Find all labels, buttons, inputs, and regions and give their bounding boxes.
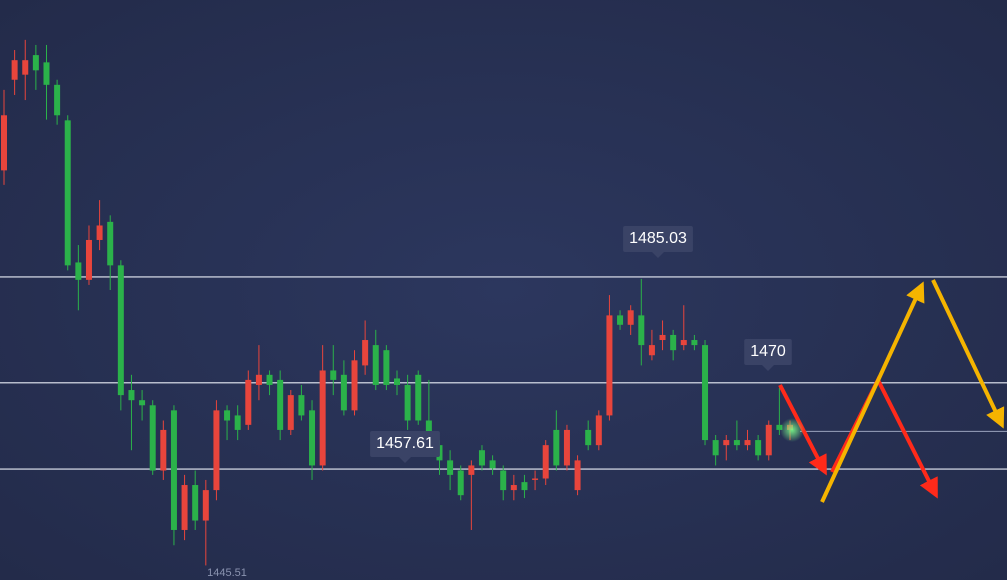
candle-body: [160, 429, 167, 471]
candle-body: [287, 395, 294, 430]
candle-body: [478, 450, 485, 466]
price-label-pointer: [652, 252, 664, 258]
candle-body: [765, 424, 772, 456]
candle-body: [659, 334, 666, 341]
candle-body: [457, 470, 464, 496]
candle-body: [340, 374, 347, 411]
candle-body: [532, 478, 539, 480]
candle-body: [595, 415, 602, 446]
price-label: 1470: [750, 343, 786, 360]
candle-body: [510, 485, 517, 491]
candle-body: [319, 370, 326, 466]
candle-body: [670, 334, 677, 351]
candle-body: [521, 482, 528, 491]
candle-body: [75, 262, 82, 280]
candle-body: [723, 440, 730, 446]
candle-body: [1, 115, 7, 171]
candle-body: [372, 345, 379, 385]
candle-body: [489, 460, 496, 469]
candle-body: [64, 120, 71, 266]
candle-body: [744, 440, 751, 446]
candle-body: [755, 440, 762, 456]
price-label-box: [744, 339, 792, 365]
price-label: 1485.03: [629, 230, 687, 247]
price-label: 1457.61: [376, 435, 434, 452]
candle-body: [627, 310, 634, 325]
candle-body: [585, 429, 592, 446]
candle-body: [192, 485, 199, 521]
candle-body: [702, 345, 709, 441]
candle-body: [648, 345, 655, 356]
candle-body: [606, 315, 613, 416]
candle-body: [202, 490, 209, 521]
candle-body: [691, 340, 698, 346]
candle-body: [149, 405, 156, 471]
price-label-box: [370, 431, 440, 457]
candle-body: [425, 420, 432, 441]
price-label-pointer: [399, 457, 411, 463]
candle-body: [776, 424, 783, 430]
candle-body: [447, 460, 454, 475]
candle-body: [234, 415, 241, 430]
candle-body: [181, 485, 188, 530]
candle-body: [638, 315, 645, 346]
candle-body: [553, 429, 560, 466]
candle-body: [680, 340, 687, 346]
candle-body: [383, 350, 390, 385]
candle-body: [500, 470, 507, 491]
current-price-glow: [780, 418, 804, 442]
yellow-arrow: [931, 279, 1005, 429]
candle-body: [712, 440, 719, 456]
candle-body: [43, 62, 50, 85]
price-label-box: [623, 226, 693, 252]
candle-body: [224, 410, 231, 421]
candle-body: [117, 265, 124, 396]
price-label-pointer: [762, 365, 774, 371]
candle-body: [542, 445, 549, 479]
candle-body: [255, 374, 262, 385]
candle-body: [733, 440, 740, 446]
candle-body: [404, 384, 411, 421]
candle-body: [213, 410, 220, 491]
candle-body: [54, 84, 61, 116]
candle-body: [170, 410, 177, 530]
candle-body: [22, 60, 29, 75]
candle-body: [298, 395, 305, 416]
candle-body: [394, 378, 400, 385]
candles: [1, 39, 793, 566]
annotations: 1485.03 1470 1457.61 1445.51: [207, 226, 792, 579]
candle-body: [574, 460, 581, 491]
candle-body: [128, 390, 135, 401]
yellow-arrow: [820, 281, 925, 503]
candle-body: [107, 221, 114, 266]
candle-body: [139, 400, 146, 406]
candle-body: [32, 55, 39, 71]
forecast-arrows: [778, 279, 1005, 503]
candle-body: [351, 360, 358, 411]
candle-body: [11, 60, 18, 80]
candle-body: [96, 225, 103, 240]
candle-body: [468, 465, 475, 475]
candle-body: [309, 410, 316, 466]
candle-body: [362, 340, 369, 366]
price-label: 1445.51: [207, 567, 247, 579]
candle-body: [277, 379, 284, 430]
candle-body: [245, 379, 252, 425]
candle-body: [563, 429, 570, 466]
candle-body: [415, 374, 422, 421]
candle-body: [330, 370, 337, 380]
candle-body: [266, 374, 273, 385]
candle-body: [617, 315, 624, 325]
candle-body: [85, 239, 92, 280]
